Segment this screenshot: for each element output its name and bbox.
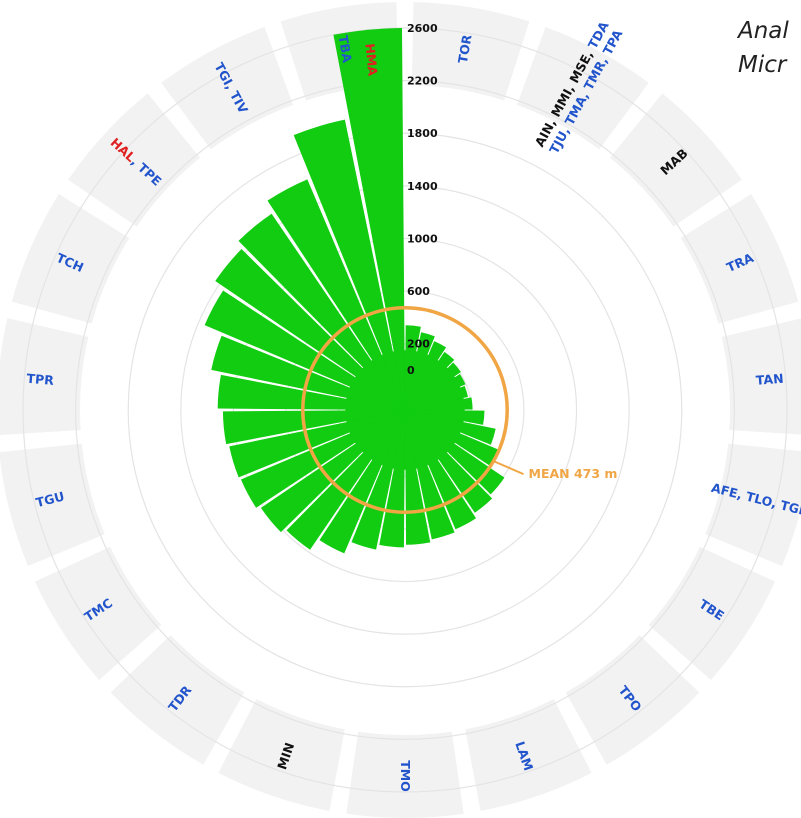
category-segment [68,93,201,227]
bar [267,179,405,410]
bar [351,410,405,550]
bar [405,410,496,445]
in-bar-label: HMA [362,43,380,77]
bar [204,290,405,410]
category-segment [565,635,700,765]
category-label: TPR [26,370,55,387]
bar [240,410,405,508]
category-segment [110,635,245,765]
category-segment [609,93,742,227]
category-label: TMO [399,760,414,792]
bar [405,325,421,410]
bar [260,410,405,533]
mean-circle [301,306,509,514]
grid-ring [232,237,578,583]
bar [405,397,473,410]
category-segment [721,318,801,435]
grid-ring [338,343,472,477]
grid-ring [180,185,630,635]
bar [405,385,468,410]
category-label: TGU [34,488,66,510]
chart-title-line-1: Anal [738,18,789,44]
chart-title-line-2: Micr [738,52,787,78]
bars: HMA [204,28,505,554]
mean-leader-line [493,460,524,476]
bar [333,28,405,410]
grid-rings [22,27,788,793]
y-tick-label: 0 [407,364,415,377]
y-tick-label: 200 [407,338,430,351]
category-segment [0,443,105,567]
bar [405,351,455,410]
category-segment [11,194,130,324]
mean-label: MEAN 473 m [529,466,618,481]
category-segment [161,26,294,150]
category-label: TOR [454,33,474,64]
category-label: TBA [336,34,355,64]
category-segment [465,699,592,811]
category-segment [680,194,799,324]
bar [405,410,505,495]
bar [319,410,405,554]
category-segment [218,699,345,811]
category-segment [411,2,530,101]
bar [229,410,405,478]
y-tick-label: 1400 [407,180,438,193]
bar [405,332,435,410]
grid-ring [75,80,735,740]
y-tick-label: 2600 [407,22,438,35]
category-segment [516,26,649,150]
bar [405,341,447,410]
bar [217,374,405,410]
bar [215,249,405,410]
bar [405,373,466,410]
bar [293,119,405,410]
bar [222,410,405,445]
category-segment [346,731,464,818]
grid-ring [127,132,683,688]
y-tick-label: 2200 [407,75,438,88]
bar [405,410,477,530]
bar [238,213,405,410]
category-segment [34,546,162,680]
mean-indicator: MEAN 473 m [301,306,618,514]
bar [286,410,405,550]
bar [405,410,485,425]
category-segment [705,443,801,567]
bar [405,362,461,410]
bar [405,410,500,467]
category-label: TAN [755,370,784,387]
y-tick-label: 1800 [407,127,438,140]
y-tick-label: 600 [407,285,430,298]
grid-ring [285,290,525,530]
bar-base [345,350,465,470]
y-tick-label: 1000 [407,232,438,245]
grid-ring [22,27,788,793]
y-axis-ticks: 0 200 600 1000 1400 1800 2200 2600 [407,22,438,377]
category-segment [0,318,89,436]
category-segment [648,546,776,680]
